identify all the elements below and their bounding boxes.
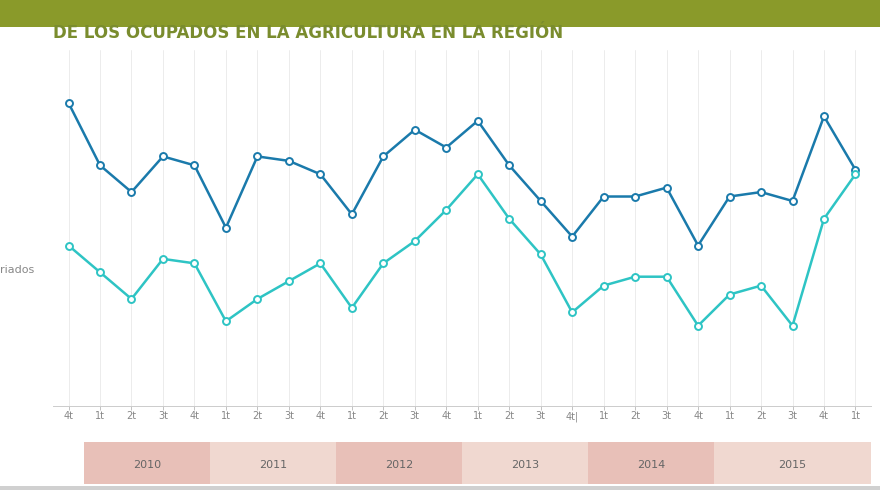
Bar [588,442,714,484]
Text: DE LOS OCUPADOS EN LA AGRICULTURA EN LA REGIÓN: DE LOS OCUPADOS EN LA AGRICULTURA EN LA … [53,24,563,42]
Text: 2013: 2013 [511,460,539,470]
Bar [714,442,871,484]
Bar [336,442,462,484]
Text: 2015: 2015 [779,460,807,470]
Bar [84,442,210,484]
Text: 2010: 2010 [133,460,161,470]
Bar [462,442,588,484]
Text: 2014: 2014 [637,460,665,470]
Text: 2011: 2011 [259,460,287,470]
Text: 2012: 2012 [385,460,414,470]
Text: riados: riados [0,265,33,276]
Bar [210,442,336,484]
